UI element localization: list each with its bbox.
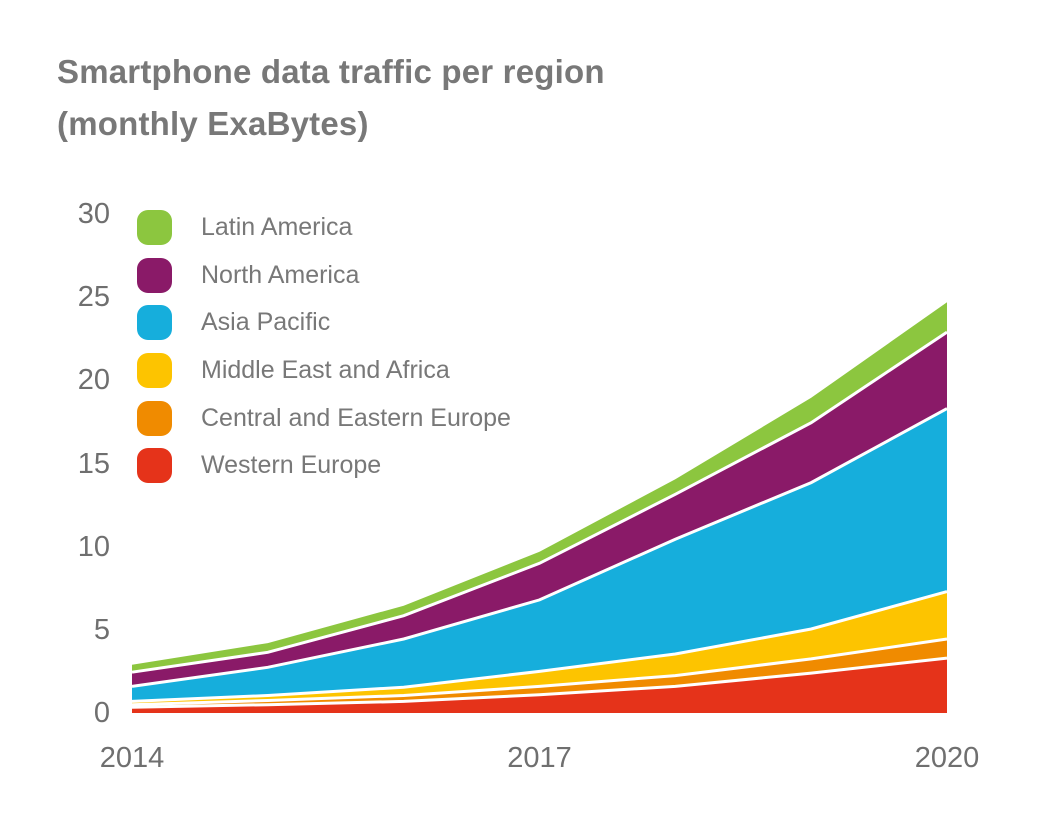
legend-item-latin-america: Latin America	[137, 210, 511, 245]
legend-label: Middle East and Africa	[201, 356, 450, 385]
band-separator-line	[131, 407, 948, 688]
chart-title: Smartphone data traffic per region (mont…	[57, 46, 605, 150]
legend-label: Latin America	[201, 213, 353, 241]
area-band-asia-pacific	[132, 408, 947, 702]
chart-title-line1: Smartphone data traffic per region	[57, 53, 605, 90]
legend-item-western-europe: Western Europe	[137, 448, 511, 484]
legend-swatch-middle-east-and-africa	[137, 353, 172, 389]
y-tick-label-0: 0	[93, 697, 110, 729]
chart-title-line2: (monthly ExaBytes)	[57, 105, 369, 142]
area-band-middle-east-and-africa	[132, 591, 947, 705]
y-tick-label-5: 5	[93, 613, 110, 646]
legend-swatch-north-america	[137, 257, 172, 293]
legend-item-central-and-eastern-europe: Central and Eastern Europe	[137, 400, 511, 436]
area-band-western-europe	[132, 658, 947, 713]
legend-label: Central and Eastern Europe	[201, 403, 511, 432]
y-tick-label-25: 25	[77, 281, 110, 314]
legend-item-north-america: North America	[137, 257, 511, 293]
band-separator-line	[131, 330, 948, 674]
legend-swatch-asia-pacific	[137, 305, 172, 341]
legend-label: North America	[201, 260, 360, 289]
x-tick-label-2014: 2014	[99, 742, 165, 774]
band-separator-line	[131, 590, 948, 703]
legend-label: Asia Pacific	[201, 308, 331, 337]
band-separator-line	[131, 637, 948, 707]
x-tick-label-2017: 2017	[507, 742, 572, 774]
legend-swatch-central-and-eastern-europe	[137, 400, 172, 436]
x-tick-label-2020: 2020	[914, 742, 980, 774]
chart-legend: Latin America North America Asia Pacific Mi…	[137, 210, 511, 496]
legend-item-middle-east-and-africa: Middle East and Africa	[137, 353, 511, 389]
y-tick-label-20: 20	[77, 364, 110, 397]
band-separator-line	[131, 656, 948, 709]
legend-label: Western Europe	[201, 451, 382, 480]
legend-item-asia-pacific: Asia Pacific	[137, 305, 511, 341]
y-tick-label-10: 10	[77, 530, 110, 563]
legend-swatch-latin-america	[137, 210, 172, 245]
y-tick-label-15: 15	[77, 447, 110, 480]
legend-swatch-western-europe	[137, 448, 172, 484]
y-tick-label-30: 30	[77, 198, 110, 230]
